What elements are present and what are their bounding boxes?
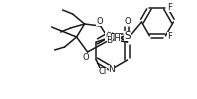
Text: F: F [167, 32, 172, 41]
Text: NH: NH [108, 33, 121, 42]
Text: N: N [109, 65, 115, 73]
Text: S: S [124, 31, 131, 41]
Text: Cl: Cl [98, 68, 107, 77]
Text: O: O [105, 31, 112, 40]
Text: B: B [107, 36, 113, 44]
Text: O: O [82, 52, 89, 61]
Text: O: O [124, 17, 131, 26]
Text: F: F [167, 3, 172, 12]
Text: O: O [96, 17, 103, 26]
